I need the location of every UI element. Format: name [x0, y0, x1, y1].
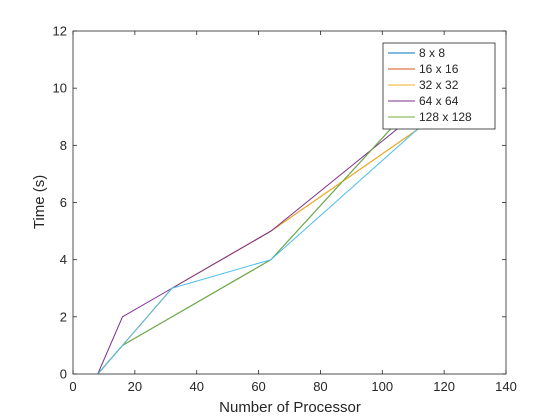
x-tick-label: 140 [495, 379, 517, 394]
tick-layer: 0 20 40 60 80 100 120 140 0 2 4 6 8 10 12 [53, 24, 517, 395]
x-tick-label: 0 [69, 379, 76, 394]
y-tick-label: 8 [60, 138, 67, 153]
legend-label: 8 x 8 [419, 46, 445, 60]
legend-label: 16 x 16 [419, 62, 459, 76]
series-layer [97, 110, 445, 375]
x-axis-label: Number of Processor [219, 399, 361, 416]
x-tick-label: 120 [433, 379, 455, 394]
y-tick-label: 6 [60, 195, 67, 210]
series-line-5 [97, 110, 439, 375]
x-tick-label: 60 [251, 379, 265, 394]
legend-label: 32 x 32 [419, 78, 459, 92]
legend-label: 128 x 128 [419, 110, 472, 124]
y-tick-label: 2 [60, 309, 67, 324]
legend-box [382, 42, 496, 130]
y-tick-label: 4 [60, 252, 67, 267]
y-axis-label: Time (s) [31, 175, 48, 229]
x-tick-label: 100 [371, 379, 393, 394]
x-tick-label: 80 [313, 379, 327, 394]
legend-label: 64 x 64 [419, 94, 459, 108]
y-tick-label: 10 [53, 81, 67, 96]
x-tick-label: 40 [189, 379, 203, 394]
x-tick-label: 20 [128, 379, 142, 394]
y-tick-label: 0 [60, 367, 67, 382]
y-tick-label: 12 [53, 24, 67, 39]
legend: 8 x 8 16 x 16 32 x 32 64 x 64 128 x 128 [382, 42, 496, 130]
